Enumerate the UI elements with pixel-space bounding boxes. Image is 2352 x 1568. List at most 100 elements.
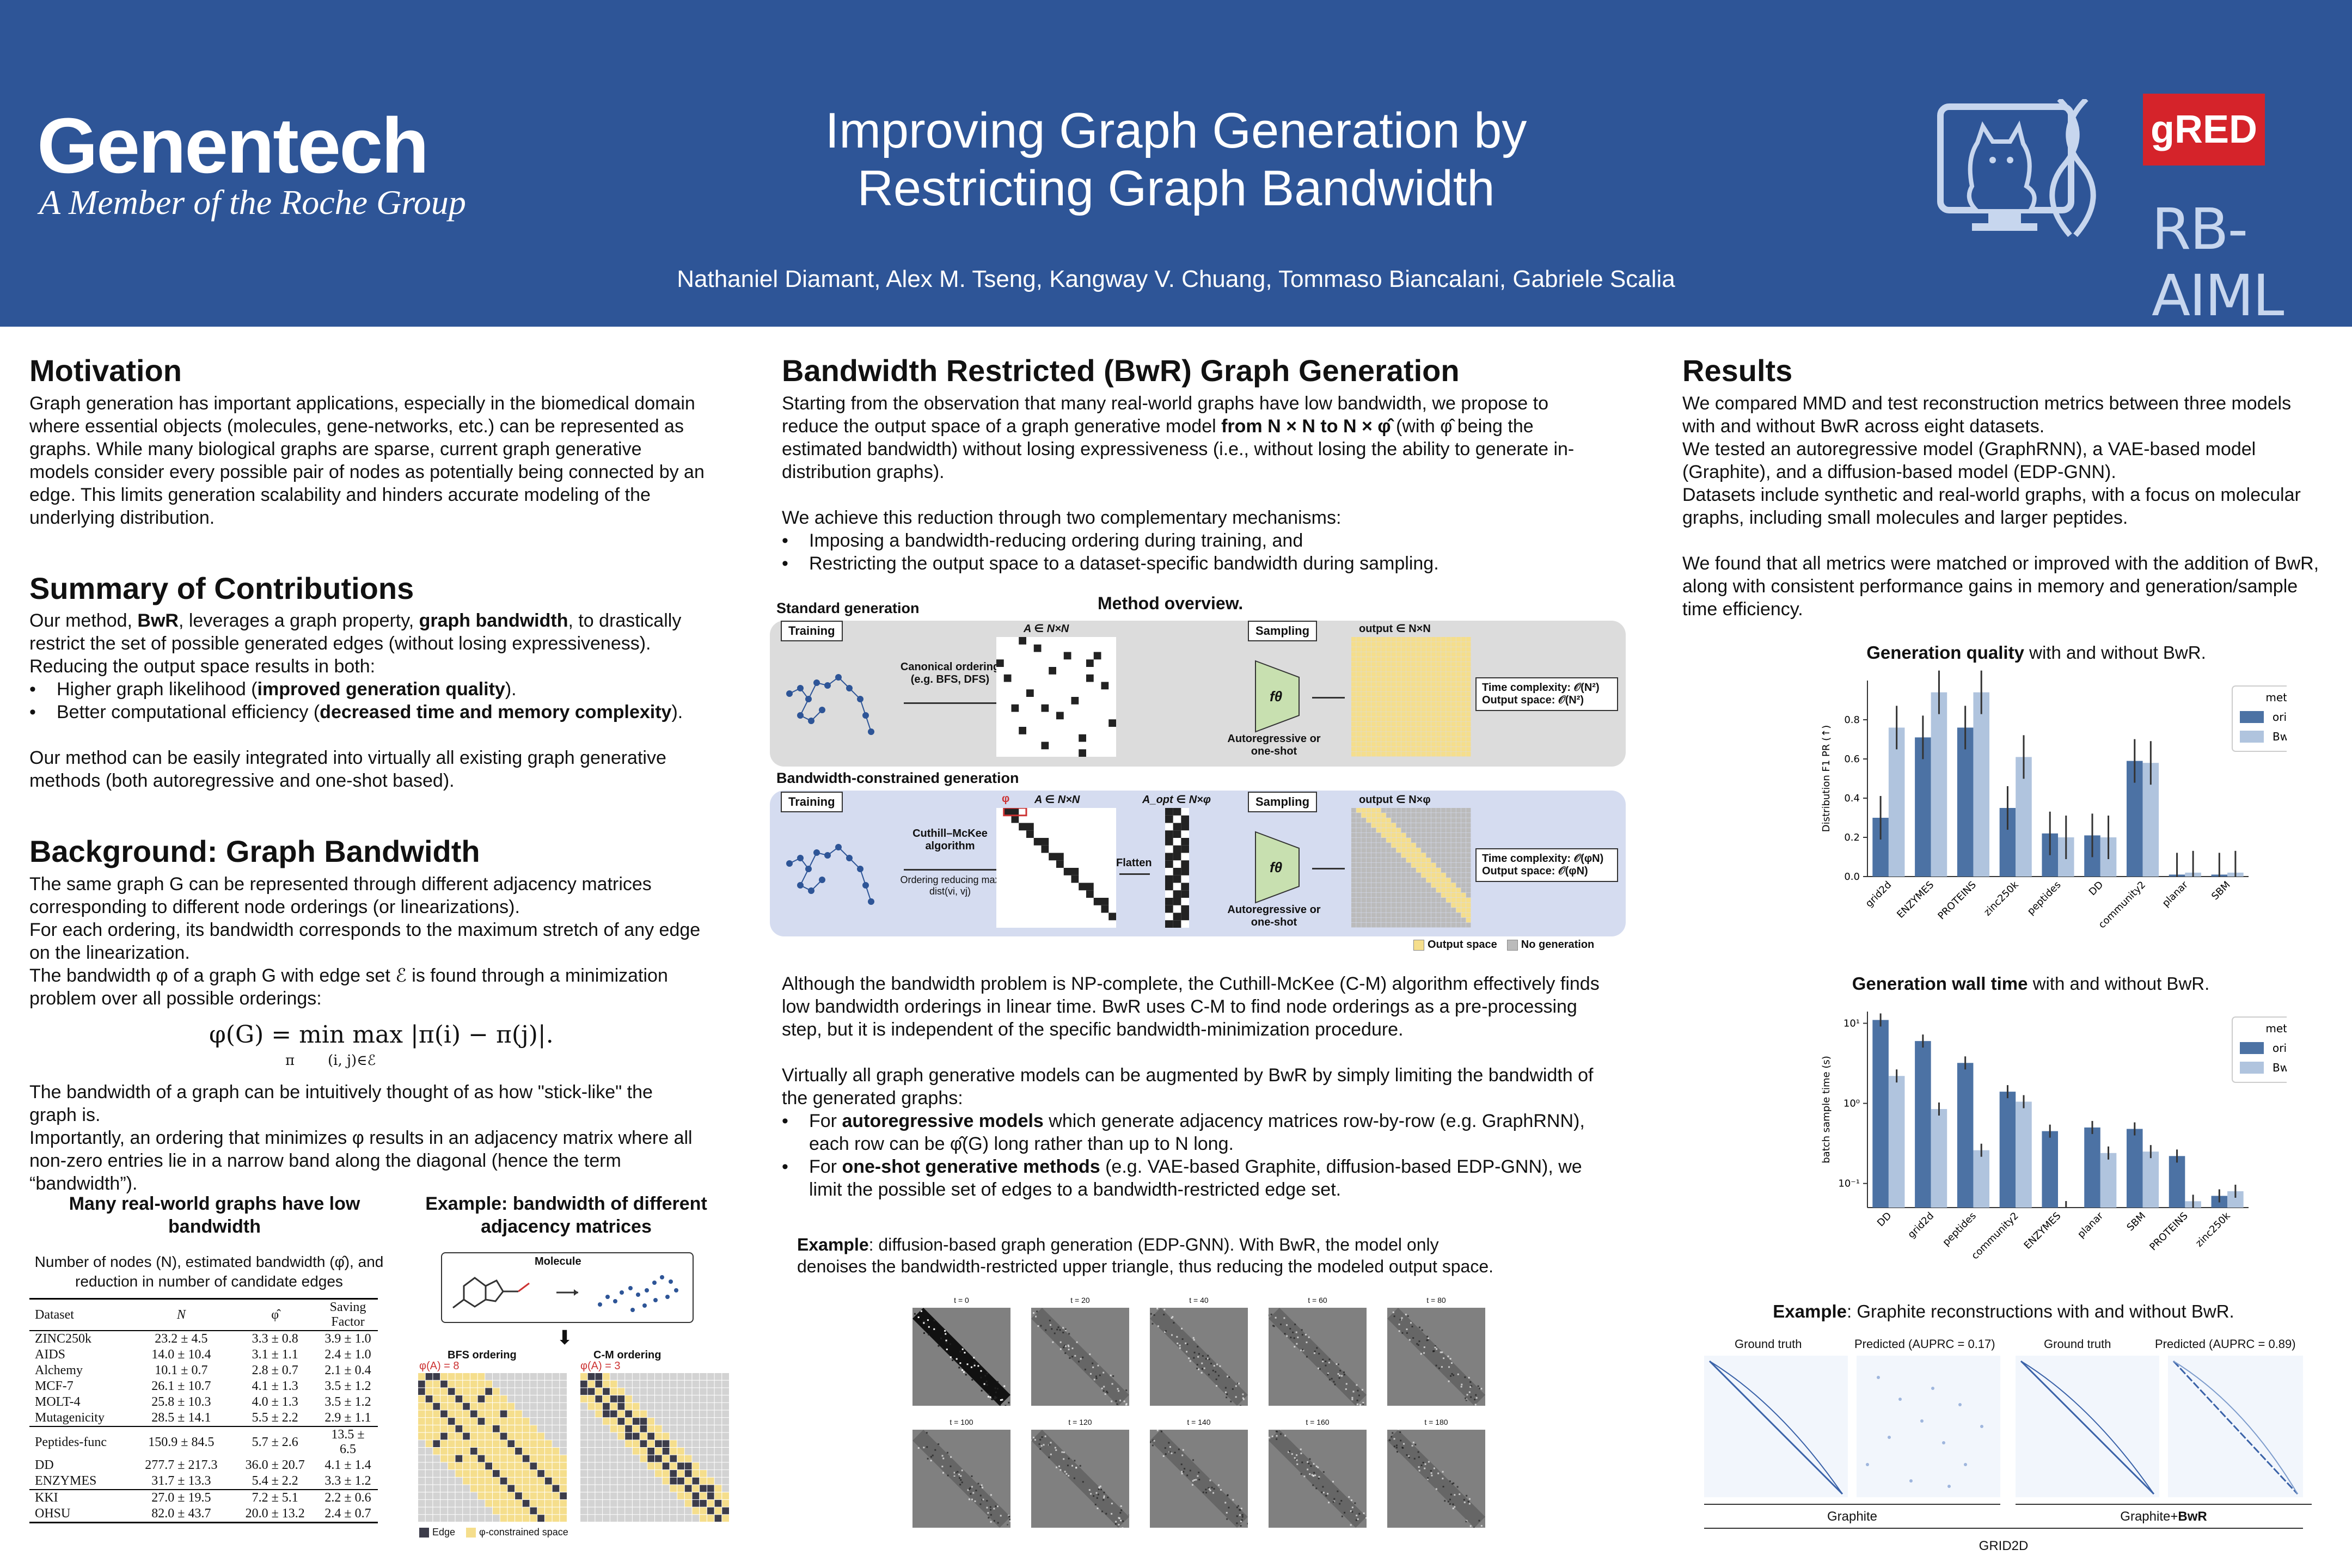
- matrix-cell: [507, 1492, 514, 1499]
- matrix-cell: [677, 1403, 684, 1410]
- bandwidth-example-figure: Example: bandwidth of different adjacenc…: [414, 1192, 719, 1541]
- output-cell: [1441, 893, 1446, 898]
- output-cell: [1456, 873, 1461, 878]
- output-cell: [1416, 707, 1421, 712]
- matrix-cell: [647, 1462, 654, 1469]
- output-cell: [1351, 717, 1356, 722]
- output-cell: [1396, 818, 1401, 823]
- output-cell: [1381, 868, 1386, 873]
- output-cell: [1411, 667, 1416, 672]
- matrix-cell: [655, 1425, 662, 1432]
- output-cell: [1381, 878, 1386, 883]
- output-cell: [1436, 888, 1441, 893]
- output-cell: [1431, 692, 1436, 697]
- output-cell: [1466, 677, 1471, 682]
- y-tick-label: 0.6: [1844, 754, 1860, 765]
- output-cell: [1461, 838, 1466, 843]
- output-cell: [1356, 923, 1361, 928]
- output-cell: [1431, 888, 1436, 893]
- matrix-cell: [603, 1388, 610, 1395]
- output-cell: [1461, 697, 1466, 702]
- matrix-cell: [426, 1440, 433, 1447]
- output-cell: [1376, 732, 1381, 737]
- output-cell: [1411, 707, 1416, 712]
- matrix-cell: [707, 1448, 714, 1455]
- output-cell: [1396, 752, 1401, 757]
- output-cell: [1431, 672, 1436, 677]
- output-cell: [1416, 838, 1421, 843]
- output-cell: [1441, 727, 1446, 732]
- output-cell: [1356, 918, 1361, 923]
- output-cell: [1426, 913, 1431, 918]
- output-cell: [1451, 908, 1456, 912]
- matrix-cell: [478, 1395, 485, 1402]
- matrix-cell: [426, 1433, 433, 1440]
- output-cell: [1386, 808, 1391, 813]
- table-cell: ZINC250k: [29, 1331, 130, 1347]
- matrix-cell: [500, 1500, 507, 1507]
- output-cell: [1426, 908, 1431, 912]
- output-cell: [1466, 918, 1471, 923]
- output-cell: [1406, 747, 1411, 752]
- output-cell: [1361, 823, 1366, 828]
- matrix-cell: [448, 1373, 455, 1380]
- output-cell: [1446, 737, 1451, 742]
- output-cell: [1371, 722, 1376, 727]
- bar-original-peptides: [1957, 1063, 1974, 1208]
- matrix-cell: [603, 1485, 610, 1492]
- matrix-cell: [433, 1508, 440, 1515]
- matrix-cell: [537, 1478, 544, 1485]
- matrix-cell: [640, 1425, 647, 1432]
- diffusion-step: t = 140: [1150, 1418, 1248, 1530]
- output-cell: [1431, 642, 1436, 647]
- matrix-cell: [595, 1515, 602, 1522]
- matrix-cell: [1056, 860, 1064, 868]
- legend-swatch: [2240, 731, 2264, 743]
- output-cell: [1386, 858, 1391, 863]
- output-cell: [1371, 823, 1376, 828]
- matrix-cell: [440, 1418, 448, 1425]
- matrix-cell: [580, 1433, 587, 1440]
- matrix-cell: [478, 1418, 485, 1425]
- matrix-cell: [595, 1373, 602, 1380]
- matrix-cell: [655, 1418, 662, 1425]
- output-cell: [1356, 742, 1361, 747]
- output-cell: [1406, 737, 1411, 742]
- output-cell: [1426, 702, 1431, 707]
- table-title: Many real-world graphs have low bandwidt…: [46, 1192, 383, 1238]
- matrix-cell: [685, 1485, 692, 1492]
- output-cell: [1466, 903, 1471, 908]
- output-cell: [1386, 752, 1391, 757]
- output-cell: [1446, 692, 1451, 697]
- matrix-cell: [553, 1440, 560, 1447]
- matrix-cell: [470, 1448, 477, 1455]
- output-cell: [1446, 853, 1451, 858]
- matrix-cell: [530, 1440, 537, 1447]
- matrix-cell: [448, 1388, 455, 1395]
- output-cell: [1401, 903, 1406, 908]
- matrix-cell: [1165, 875, 1173, 883]
- output-cell: [1416, 677, 1421, 682]
- matrix-cell: [580, 1381, 587, 1388]
- output-cell: [1421, 868, 1426, 873]
- matrix-cell: [663, 1418, 670, 1425]
- output-cell: [1466, 833, 1471, 838]
- diffusion-image: [1150, 1430, 1248, 1528]
- no-gen-swatch: [1507, 940, 1518, 951]
- matrix-cell: [1165, 883, 1173, 891]
- output-cell: [1376, 687, 1381, 692]
- step-label: t = 140: [1150, 1418, 1248, 1430]
- method-title: Method overview.: [1098, 593, 1243, 614]
- output-cell: [1381, 923, 1386, 928]
- matrix-cell: [685, 1418, 692, 1425]
- output-cell: [1446, 808, 1451, 813]
- output-cell: [1386, 652, 1391, 657]
- table-caption: Number of nodes (N), estimated bandwidth…: [29, 1252, 389, 1291]
- output-cell: [1426, 677, 1431, 682]
- table-cell: 82.0 ± 43.7: [130, 1506, 232, 1523]
- output-cell: [1461, 737, 1466, 742]
- matrix-cell: [580, 1448, 587, 1455]
- matrix-cell: [478, 1448, 485, 1455]
- matrix-cell: [655, 1381, 662, 1388]
- output-cell: [1381, 717, 1386, 722]
